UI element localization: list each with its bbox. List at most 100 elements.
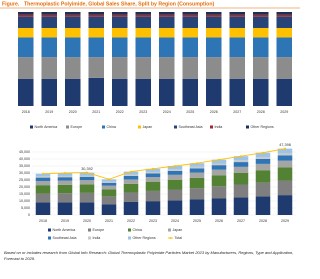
bar-segment xyxy=(182,16,199,28)
bar-segment xyxy=(145,168,161,173)
bar-segment xyxy=(255,158,271,164)
bar-segment xyxy=(158,16,175,28)
total-line xyxy=(42,148,286,180)
bar-segment xyxy=(189,177,205,189)
bar-segment xyxy=(101,181,117,183)
legend-swatch xyxy=(128,228,131,232)
y-tick-label: 45,000 xyxy=(19,150,30,154)
legend-swatch xyxy=(174,125,177,129)
total-marker xyxy=(86,171,88,174)
bar-segment xyxy=(158,57,175,79)
bar-segment xyxy=(17,57,34,79)
x-tick-label: 2018 xyxy=(22,110,30,114)
bar-segment xyxy=(233,156,249,161)
x-tick-label: 2027 xyxy=(237,219,245,223)
total-marker xyxy=(108,178,110,181)
bar-segment xyxy=(255,182,271,197)
bar-segment xyxy=(35,180,51,186)
x-tick-label: 2020 xyxy=(83,219,91,223)
x-tick-label: 2024 xyxy=(171,219,179,223)
x-tick-label: 2019 xyxy=(45,110,53,114)
bar-segment xyxy=(145,201,161,215)
bar-segment xyxy=(189,188,205,200)
legend-label: Europe xyxy=(71,125,83,129)
bar-segment xyxy=(111,27,128,38)
x-tick-label: 2029 xyxy=(281,219,289,223)
legend-swatch xyxy=(128,236,131,240)
total-marker xyxy=(174,165,176,167)
legend-label: China xyxy=(133,228,142,232)
bar-segment xyxy=(17,37,34,58)
bar-segment xyxy=(41,37,58,58)
bar-segment xyxy=(57,180,73,185)
legend-swatch xyxy=(88,228,91,232)
y-tick-label: 5,000 xyxy=(21,206,30,210)
bar-segment xyxy=(88,57,105,78)
legend-label: Other Regions xyxy=(133,236,156,240)
bar-segment xyxy=(101,204,117,215)
bar-segment xyxy=(189,168,205,173)
x-tick-label: 2019 xyxy=(61,219,69,223)
bar-segment xyxy=(229,27,246,38)
legend-label: Other Regions xyxy=(251,125,274,129)
bar-segment xyxy=(88,14,105,17)
bar-segment xyxy=(276,37,293,58)
bar-segment xyxy=(158,37,175,58)
bar-segment xyxy=(111,78,128,106)
bar-segment xyxy=(277,167,293,181)
bar-segment xyxy=(205,57,222,79)
bar-segment xyxy=(145,172,161,174)
x-tick-label: 2023 xyxy=(139,110,147,114)
bar-segment xyxy=(135,12,152,15)
x-tick-label: 2027 xyxy=(233,110,241,114)
legend-label: Europe xyxy=(93,228,105,232)
y-tick-label: 40,000 xyxy=(19,157,30,161)
bar-segment xyxy=(79,180,95,185)
legend-label: India xyxy=(215,125,223,129)
bar-segment xyxy=(35,177,51,181)
x-tick-label: 2026 xyxy=(210,110,218,114)
legend-swatch xyxy=(168,228,171,232)
bar-segment xyxy=(158,12,175,15)
x-tick-label: 2028 xyxy=(259,219,267,223)
bar-segment xyxy=(167,166,183,170)
bar-segment xyxy=(255,196,271,215)
legend-label: Southeast Asia xyxy=(179,125,203,129)
x-tick-label: 2023 xyxy=(149,219,157,223)
bar-segment xyxy=(135,78,152,106)
bar-segment xyxy=(255,157,271,159)
x-tick-label: 2029 xyxy=(280,110,288,114)
bar-segment xyxy=(79,175,95,177)
bar-segment xyxy=(229,78,246,106)
bar-segment xyxy=(182,78,199,106)
y-tick-label: 30,000 xyxy=(19,171,30,175)
x-tick-label: 2022 xyxy=(116,110,124,114)
legend-label: Total xyxy=(175,236,183,240)
bar-segment xyxy=(205,27,222,38)
bar-segment xyxy=(135,14,152,17)
bar-segment xyxy=(229,14,246,17)
bar-segment xyxy=(211,169,227,176)
bar-segment xyxy=(64,37,81,58)
bar-segment xyxy=(123,175,139,180)
bar-segment xyxy=(252,27,269,38)
y-tick-label: 20,000 xyxy=(19,185,30,189)
bar-segment xyxy=(189,163,205,167)
bar-segment xyxy=(205,12,222,15)
x-tick-label: 2022 xyxy=(127,219,135,223)
bar-segment xyxy=(145,190,161,202)
bar-segment xyxy=(79,176,95,181)
bar-segment xyxy=(35,193,51,203)
bar-segment xyxy=(41,14,58,17)
legend-swatch xyxy=(30,125,33,129)
total-marker xyxy=(152,167,154,170)
bar-segment xyxy=(64,12,81,15)
bar-segment xyxy=(64,14,81,17)
value-label: 30,392 xyxy=(81,167,93,171)
bar-segment xyxy=(205,37,222,58)
bar-segment xyxy=(145,177,161,182)
bar-segment xyxy=(79,184,95,193)
source-box: Based on or includes research from Globa… xyxy=(4,250,293,261)
bar-segment xyxy=(211,186,227,199)
bar-segment xyxy=(233,160,249,163)
